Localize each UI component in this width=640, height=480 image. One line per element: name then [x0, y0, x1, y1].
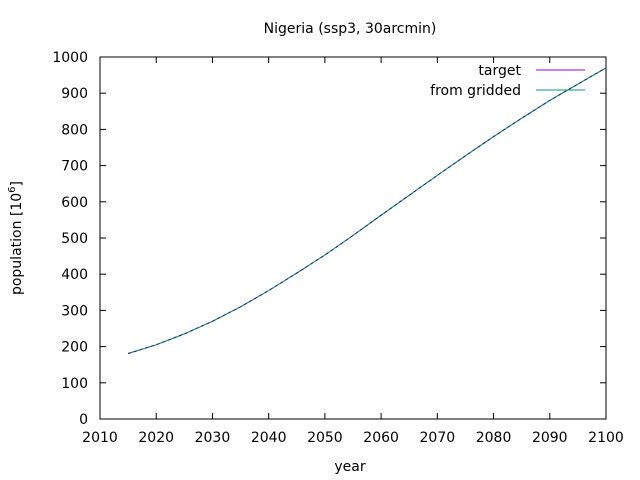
plot-frame: [99, 56, 607, 420]
y-tick-label: 300: [61, 303, 88, 319]
x-tick-label: 2020: [138, 430, 174, 446]
y-axis: 0 100 200 300 400 500 600 700 800 900 1000: [52, 50, 606, 428]
y-axis-label-superscript: 6: [7, 186, 18, 192]
legend-label: target: [478, 63, 521, 79]
y-tick-label: 900: [61, 86, 88, 102]
series-overlap-line: [127, 67, 607, 354]
series-lines: [127, 67, 607, 354]
y-tick-label: 500: [61, 231, 88, 247]
y-axis-label-close: ]: [9, 181, 25, 186]
x-tick-label: 2030: [195, 430, 231, 446]
y-tick-label: 1000: [52, 50, 88, 66]
y-tick-label: 600: [61, 195, 88, 211]
y-axis-label-main: population [10: [9, 193, 25, 295]
x-tick-label: 2060: [363, 430, 399, 446]
x-tick-label: 2050: [307, 430, 343, 446]
legend: target from gridded: [430, 63, 585, 99]
x-tick-label: 2090: [532, 430, 568, 446]
y-tick-label: 100: [61, 376, 88, 392]
chart-title: Nigeria (ssp3, 30arcmin): [264, 21, 437, 37]
x-tick-label: 2100: [588, 430, 624, 446]
x-tick-label: 2080: [476, 430, 512, 446]
x-tick-label: 2010: [82, 430, 118, 446]
y-axis-label: population [106]: [7, 181, 25, 295]
legend-label: from gridded: [430, 83, 521, 99]
x-tick-label: 2040: [251, 430, 287, 446]
y-tick-label: 200: [61, 340, 88, 356]
y-tick-label: 400: [61, 267, 88, 283]
y-tick-label: 700: [61, 159, 88, 175]
x-axis-label: year: [334, 459, 365, 475]
y-tick-label: 0: [79, 412, 88, 428]
y-tick-label: 800: [61, 122, 88, 138]
x-tick-label: 2070: [420, 430, 456, 446]
x-axis: 2010 2020 2030 2040 2050 2060 2070 2080 2090 2100: [82, 57, 624, 446]
